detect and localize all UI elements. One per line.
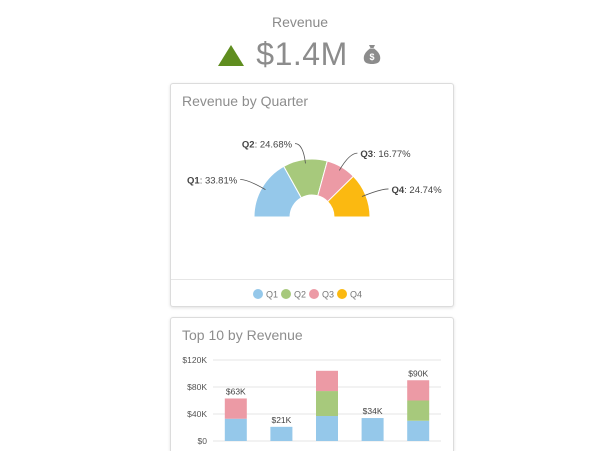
legend-swatch-q1 (253, 289, 263, 299)
bar-segment[interactable] (224, 398, 247, 419)
legend-label-q1[interactable]: Q1 (266, 290, 278, 300)
bar-segment[interactable] (270, 426, 293, 441)
slice-label-q4: Q4: 24.74% (391, 185, 442, 196)
revenue-by-quarter-card: Revenue by Quarter Q1: 33.81% Q2: 24.68% Q… (170, 83, 454, 307)
y-tick-label: $0 (198, 436, 208, 446)
legend-swatch-q2 (281, 289, 291, 299)
y-tick-label: $80K (187, 382, 207, 392)
legend-label-q3[interactable]: Q3 (322, 290, 334, 300)
bar-data-label: $90K (408, 368, 428, 378)
y-tick-label: $40K (187, 409, 207, 419)
legend-swatch-q3 (309, 289, 319, 299)
svg-text:$: $ (369, 52, 374, 62)
bar-segment[interactable] (407, 400, 430, 421)
bar-data-label: $21K (271, 415, 291, 425)
trend-up-icon (218, 44, 245, 66)
bar-segment[interactable] (316, 370, 338, 392)
stacked-bar-chart: $0 $40K $80K $120K $63K $21K $34K $90K (182, 355, 441, 446)
card-title: Revenue by Quarter (182, 93, 309, 109)
slice-label-q1: Q1: 33.81% (187, 176, 238, 187)
kpi-row: $1.4M $ (0, 36, 600, 72)
legend-label-q4[interactable]: Q4 (350, 290, 362, 300)
pie-slice-q4[interactable] (326, 175, 371, 218)
bar-segment[interactable] (361, 418, 384, 441)
half-donut-chart: Q1: 33.81% Q2: 24.68% Q3: 16.77% Q4: 24.74%… (187, 140, 442, 300)
slice-leader-line (338, 152, 358, 171)
kpi-value: $1.4M (256, 35, 348, 72)
bar-segment[interactable] (407, 420, 430, 441)
slice-leader-line (240, 179, 266, 190)
legend-label-q2[interactable]: Q2 (294, 290, 306, 300)
bar-segment[interactable] (407, 380, 430, 401)
bar-segment[interactable] (316, 416, 338, 441)
slice-label-q2: Q2: 24.68% (242, 140, 293, 151)
bar-segment[interactable] (224, 418, 247, 441)
y-tick-label: $120K (182, 355, 207, 365)
kpi-label: Revenue (271, 14, 329, 30)
slice-label-q3: Q3: 16.77% (360, 149, 411, 160)
bar-data-label: $34K (363, 406, 383, 416)
slice-leader-line (361, 188, 389, 197)
slice-leader-line (295, 143, 306, 164)
money-bag-icon: $ (362, 43, 382, 70)
bar-data-label: $63K (226, 386, 246, 396)
top-10-card: Top 10 by Revenue $0 $40K $80K $120K $63K $21… (170, 317, 454, 451)
legend-divider (171, 279, 453, 280)
legend-swatch-q4 (337, 289, 347, 299)
bar-segment[interactable] (316, 391, 338, 417)
card-title: Top 10 by Revenue (182, 327, 303, 343)
